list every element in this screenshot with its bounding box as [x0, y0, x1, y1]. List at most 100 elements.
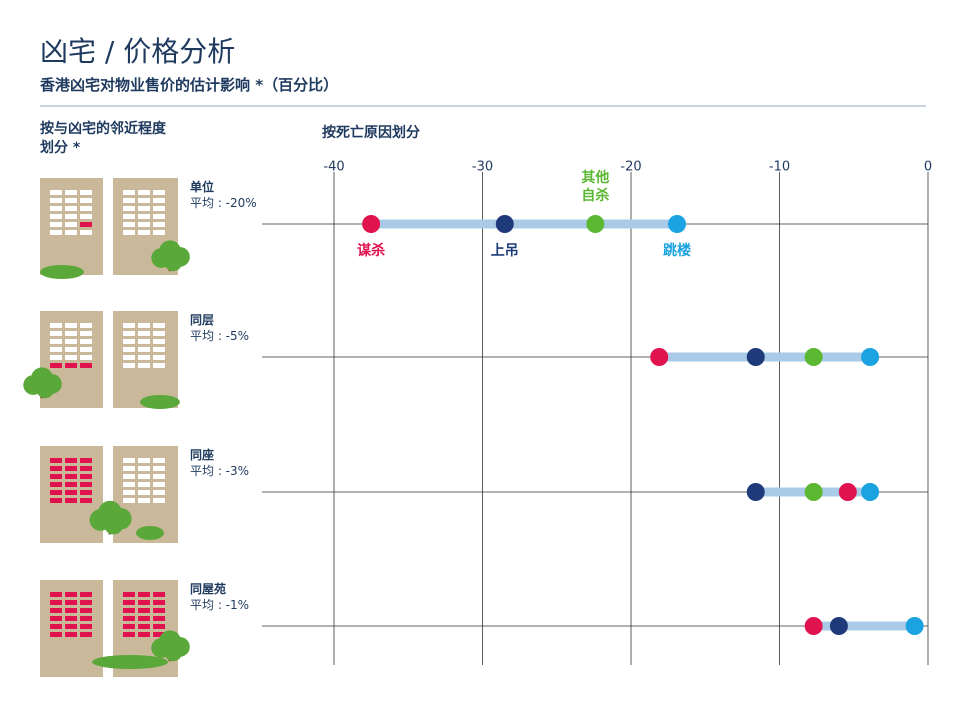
- window: [123, 206, 135, 211]
- window: [153, 616, 165, 621]
- window: [138, 498, 150, 503]
- window: [65, 490, 77, 495]
- window: [138, 331, 150, 336]
- dot: [829, 617, 848, 635]
- window: [123, 198, 135, 203]
- window: [123, 592, 135, 597]
- window: [65, 230, 77, 235]
- window: [80, 608, 92, 613]
- window: [138, 474, 150, 479]
- window: [153, 490, 165, 495]
- window: [80, 592, 92, 597]
- row-note: 平均 : -3%: [190, 464, 250, 478]
- tree-leaf: [164, 253, 183, 272]
- window: [153, 624, 165, 629]
- row-note: 平均 : -1%: [190, 598, 250, 612]
- window: [138, 230, 150, 235]
- window: [80, 616, 92, 621]
- window: [80, 339, 92, 344]
- window: [153, 230, 165, 235]
- window: [138, 632, 150, 637]
- window: [80, 490, 92, 495]
- window: [65, 474, 77, 479]
- window: [50, 339, 62, 344]
- window: [80, 198, 92, 203]
- window: [153, 498, 165, 503]
- window: [65, 198, 77, 203]
- window: [80, 600, 92, 605]
- window: [50, 608, 62, 613]
- window: [153, 592, 165, 597]
- dot: [668, 215, 687, 233]
- window: [50, 347, 62, 352]
- window: [65, 206, 77, 211]
- window: [123, 347, 135, 352]
- window: [138, 347, 150, 352]
- window: [80, 363, 92, 368]
- window: [123, 323, 135, 328]
- window: [65, 214, 77, 219]
- window: [65, 323, 77, 328]
- window: [65, 632, 77, 637]
- window: [138, 466, 150, 471]
- window: [50, 490, 62, 495]
- window: [138, 592, 150, 597]
- window: [123, 474, 135, 479]
- chart-title: 凶宅 / 价格分析: [40, 35, 236, 68]
- window: [50, 230, 62, 235]
- window: [50, 616, 62, 621]
- window: [65, 616, 77, 621]
- bush: [136, 526, 164, 540]
- row-label: 同座: [190, 448, 215, 462]
- dot-label: 谋杀: [357, 243, 386, 259]
- window: [65, 600, 77, 605]
- window: [138, 222, 150, 227]
- window: [65, 608, 77, 613]
- dot: [861, 483, 880, 501]
- window: [138, 600, 150, 605]
- window: [123, 355, 135, 360]
- window: [50, 323, 62, 328]
- window: [153, 466, 165, 471]
- window: [123, 458, 135, 463]
- window: [153, 222, 165, 227]
- window: [50, 498, 62, 503]
- window: [80, 323, 92, 328]
- window: [65, 458, 77, 463]
- window: [50, 482, 62, 487]
- window: [50, 474, 62, 479]
- dot: [861, 348, 880, 366]
- window: [65, 363, 77, 368]
- window: [65, 466, 77, 471]
- dot: [495, 215, 514, 233]
- window: [65, 482, 77, 487]
- window: [80, 347, 92, 352]
- window: [138, 198, 150, 203]
- dot-label: 其他自杀: [581, 170, 610, 204]
- x-tick-label: 0: [924, 160, 932, 175]
- dot: [650, 348, 669, 366]
- window: [138, 482, 150, 487]
- window: [153, 363, 165, 368]
- x-tick-label: -10: [769, 160, 790, 175]
- dot: [586, 215, 605, 233]
- window: [138, 214, 150, 219]
- window: [153, 339, 165, 344]
- dot: [905, 617, 924, 635]
- window: [138, 363, 150, 368]
- window: [65, 355, 77, 360]
- row-label: 同屋苑: [190, 582, 227, 596]
- tree-leaf: [104, 515, 124, 535]
- window: [123, 624, 135, 629]
- row-axis-label: 按与凶宅的邻近程度划分 *: [40, 121, 166, 156]
- window: [153, 206, 165, 211]
- window: [123, 466, 135, 471]
- x-tick-label: -40: [323, 160, 344, 175]
- window: [138, 624, 150, 629]
- window: [153, 190, 165, 195]
- window: [153, 214, 165, 219]
- window: [138, 339, 150, 344]
- bush: [40, 265, 84, 279]
- dot: [746, 483, 765, 501]
- window: [50, 190, 62, 195]
